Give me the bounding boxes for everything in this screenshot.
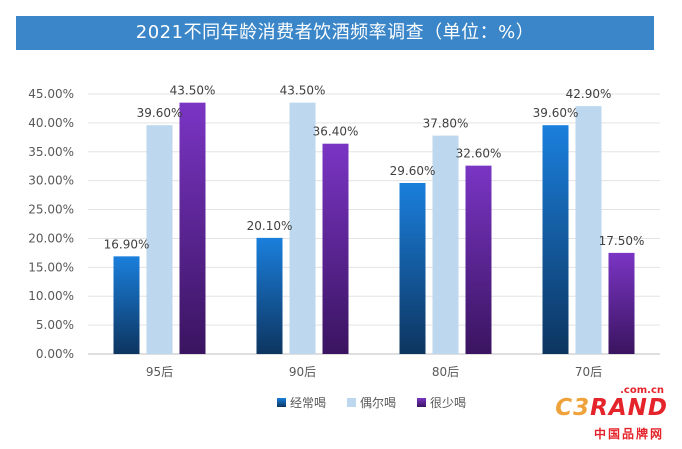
chart-title: 2021不同年龄消费者饮酒频率调查（单位：%） (16, 16, 654, 50)
y-tick-label: 5.00% (36, 318, 74, 332)
y-tick-label: 45.00% (28, 87, 74, 101)
bar-90后-偶尔喝 (289, 102, 316, 355)
data-label: 43.50% (170, 84, 216, 98)
y-tick-label: 30.00% (28, 174, 74, 188)
bar-95后-经常喝 (113, 256, 140, 354)
logo-brand-suffix: RAND (590, 395, 668, 421)
data-label: 36.40% (313, 125, 359, 139)
bar-95后-很少喝 (179, 102, 206, 355)
x-tick-label: 70后 (575, 365, 602, 379)
y-tick-label: 10.00% (28, 289, 74, 303)
logo-chinese-name: 中国品牌网 (593, 427, 664, 441)
c3rand-logo: .com.cn C3RAND 中国品牌网 (555, 385, 668, 447)
bar-80后-偶尔喝 (432, 135, 459, 354)
y-tick-label: 35.00% (28, 145, 74, 159)
bar-95后-偶尔喝 (146, 125, 173, 354)
y-tick-label: 40.00% (28, 116, 74, 130)
bar-90后-很少喝 (322, 143, 349, 354)
bar-90后-经常喝 (256, 237, 283, 354)
legend-label: 经常喝 (290, 396, 326, 410)
y-tick-label: 20.00% (28, 231, 74, 245)
data-label: 37.80% (423, 117, 469, 131)
data-label: 42.90% (566, 87, 612, 101)
logo-brand: C3RAND (555, 395, 668, 421)
legend-swatch (277, 398, 286, 407)
data-label: 29.60% (390, 164, 436, 178)
data-label: 32.60% (456, 147, 502, 161)
legend-swatch (417, 398, 426, 407)
data-label: 39.60% (137, 106, 183, 120)
data-label: 39.60% (533, 106, 579, 120)
data-label: 17.50% (599, 234, 645, 248)
bar-80后-很少喝 (465, 165, 492, 354)
data-label: 43.50% (280, 84, 326, 98)
bar-70后-很少喝 (608, 252, 635, 354)
x-tick-label: 95后 (146, 365, 173, 379)
bar-70后-经常喝 (542, 125, 569, 354)
legend-label: 偶尔喝 (360, 395, 396, 410)
legend-label: 很少喝 (430, 396, 466, 410)
bar-80后-经常喝 (399, 182, 426, 354)
y-tick-label: 15.00% (28, 260, 74, 274)
legend-swatch (347, 398, 356, 407)
x-tick-label: 80后 (432, 365, 459, 379)
logo-domain-text: .com.cn (620, 385, 664, 396)
x-tick-label: 90后 (289, 365, 316, 379)
data-label: 16.90% (104, 237, 150, 251)
bar-70后-偶尔喝 (575, 106, 602, 354)
y-tick-label: 25.00% (28, 203, 74, 217)
data-label: 20.10% (247, 219, 293, 233)
y-tick-label: 0.00% (36, 347, 74, 361)
logo-brand-prefix: C3 (555, 395, 591, 421)
